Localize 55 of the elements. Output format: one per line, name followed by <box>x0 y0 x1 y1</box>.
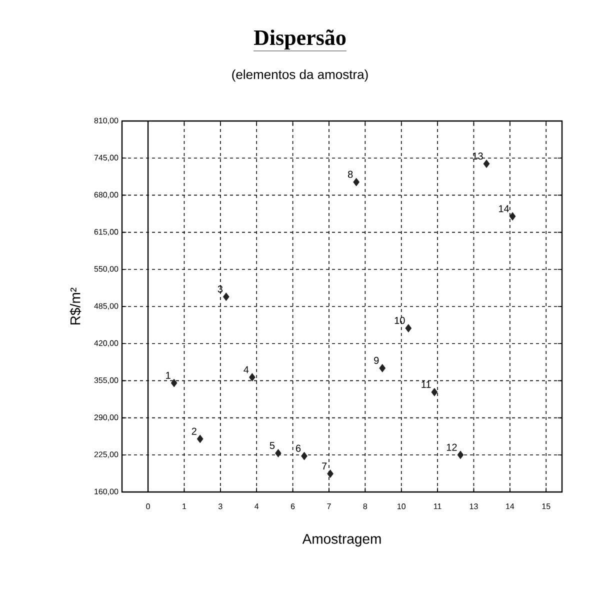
x-tick-label: 1 <box>182 504 186 510</box>
x-tick-label: 13 <box>470 504 478 510</box>
y-tick-label: 290,00 <box>94 414 118 422</box>
y-tick-label: 745,00 <box>94 154 118 162</box>
y-tick-label: 355,00 <box>94 377 118 384</box>
point <box>327 470 334 478</box>
annotation: 6 <box>296 444 301 452</box>
chart-title: Dispersão <box>254 30 346 50</box>
x-tick-label: 3 <box>218 504 222 510</box>
annotation: 4 <box>244 366 249 374</box>
x-tick-label: 14 <box>506 504 514 510</box>
y-tick-label: 615,00 <box>94 229 118 236</box>
y-tick-label: 420,00 <box>94 340 118 347</box>
annotation: 3 <box>218 286 223 293</box>
annotation: 12 <box>446 444 457 451</box>
annotation: 8 <box>348 170 353 178</box>
y-tick-label: 550,00 <box>94 266 118 273</box>
y-axis-title: R$/m² <box>70 288 82 324</box>
point <box>431 388 438 396</box>
annotation: 5 <box>270 442 275 449</box>
x-tick-label: 11 <box>434 504 442 510</box>
x-tick-label: 8 <box>363 504 368 510</box>
annotation: 9 <box>374 356 379 364</box>
y-tick-label: 160,00 <box>94 488 118 496</box>
x-tick-label: 6 <box>290 504 295 510</box>
y-tick-label: 225,00 <box>94 452 118 458</box>
annotation: 13 <box>472 152 483 160</box>
point <box>379 364 386 372</box>
x-tick-label: 7 <box>327 504 331 510</box>
point <box>457 450 464 460</box>
y-tick-label: 485,00 <box>94 303 118 310</box>
annotation: 14 <box>498 205 510 212</box>
chart-subtitle: (elementos da amostra) <box>232 70 368 82</box>
point <box>275 448 282 458</box>
annotation: 11 <box>422 381 431 388</box>
point <box>196 434 204 444</box>
x-tick-label: 4 <box>254 504 259 510</box>
annotation: 1 <box>166 372 170 379</box>
y-tick-label: 810,00 <box>94 118 118 124</box>
x-tick-label: 0 <box>146 504 150 510</box>
point <box>483 160 490 168</box>
annotation: 10 <box>394 316 405 324</box>
y-tick-label: 680,00 <box>94 192 118 198</box>
point <box>405 324 412 332</box>
x-tick-label: 15 <box>542 504 550 510</box>
point <box>170 378 178 388</box>
annotation: 7 <box>322 462 327 470</box>
point <box>353 178 360 186</box>
point <box>509 212 516 221</box>
x-axis-title: Amostragem <box>302 534 381 547</box>
point <box>222 292 230 301</box>
point <box>301 452 308 460</box>
annotation: 2 <box>192 428 196 435</box>
x-tick-label: 10 <box>398 504 406 510</box>
point <box>248 373 256 382</box>
